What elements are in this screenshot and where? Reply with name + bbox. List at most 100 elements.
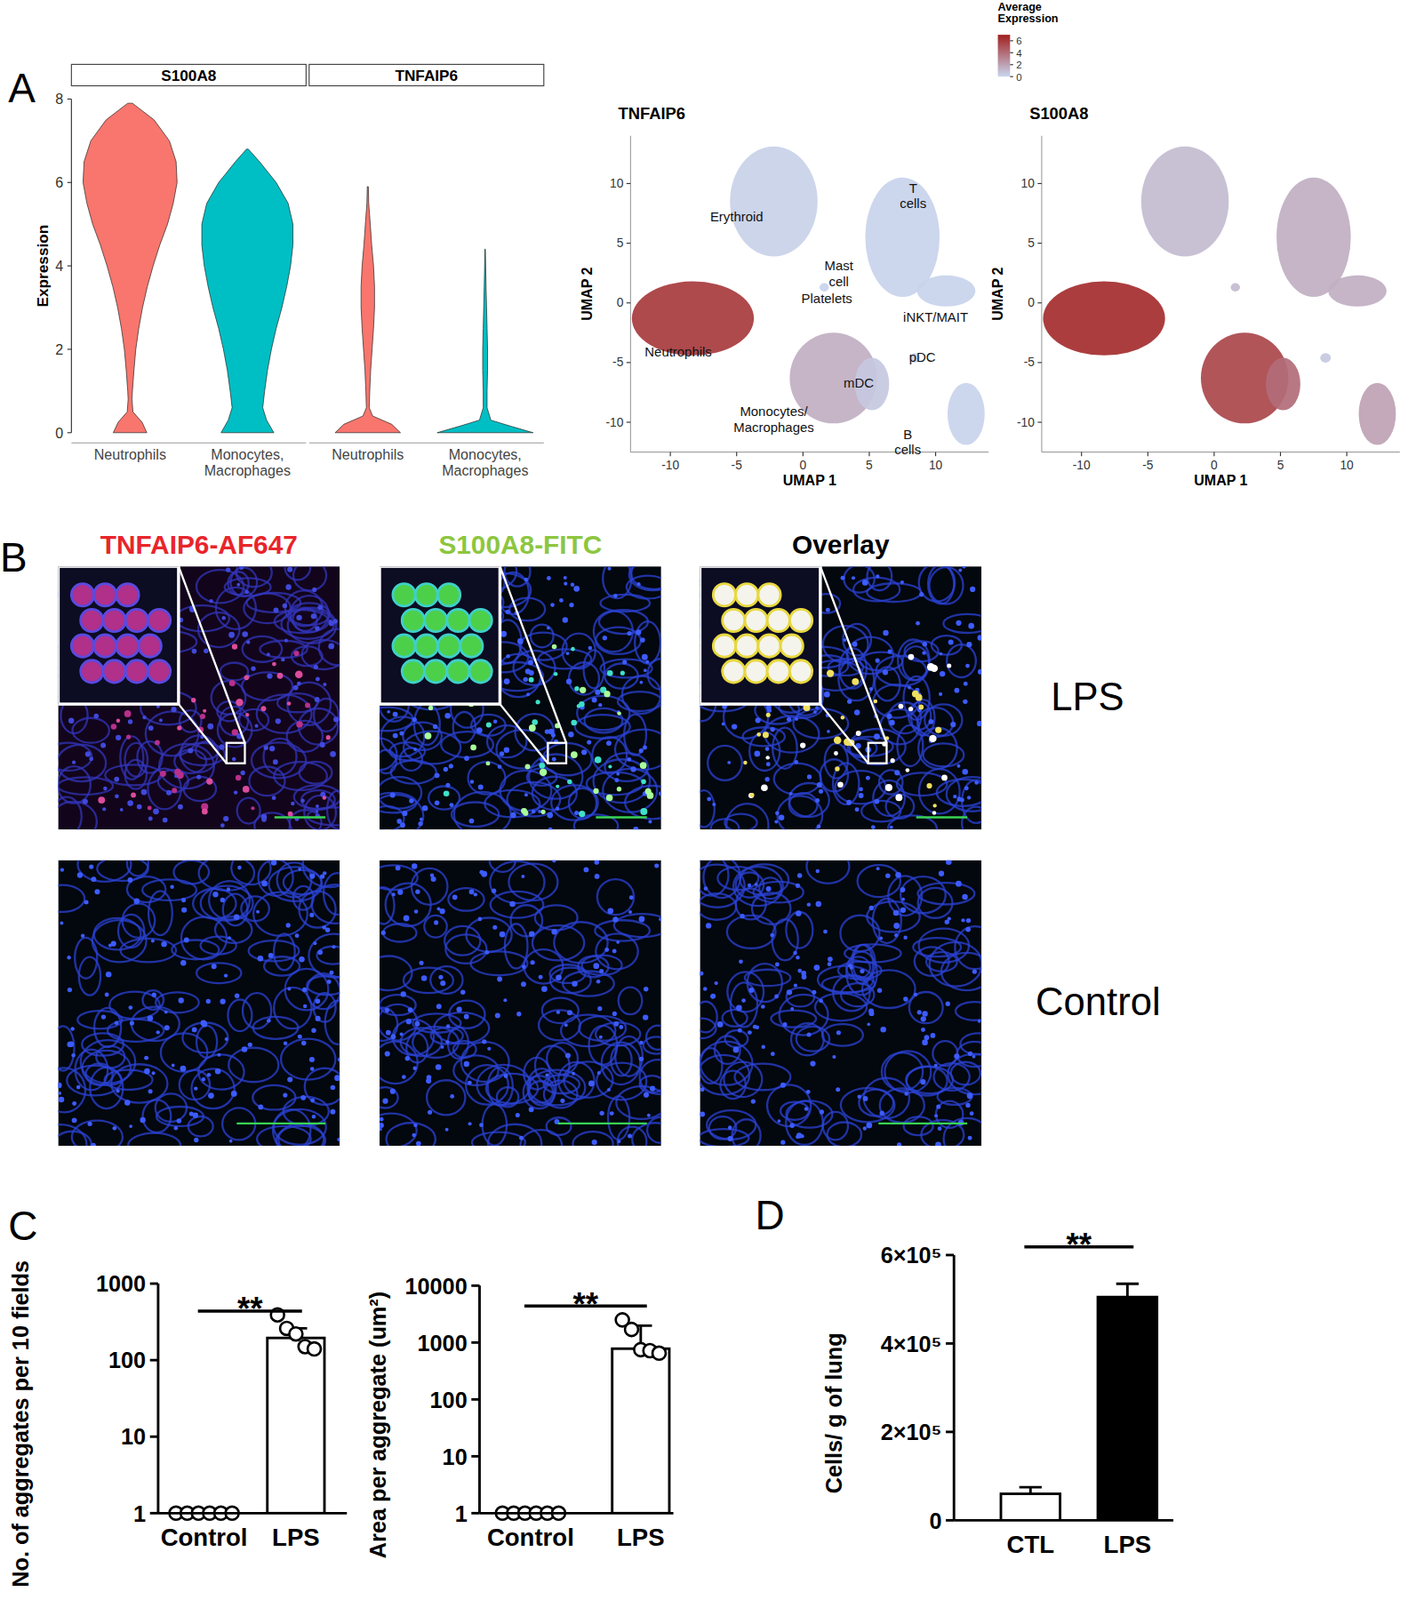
- nucleus: [962, 699, 968, 704]
- nucleus: [567, 1009, 573, 1016]
- colorbar-tick-label: 4: [1016, 48, 1023, 59]
- tissue: [253, 892, 308, 936]
- nucleus: [869, 905, 874, 911]
- nucleus: [164, 1024, 170, 1031]
- stained-cell: [531, 719, 538, 726]
- colorbar-tick: [1009, 52, 1013, 54]
- nucleus: [819, 1109, 824, 1114]
- y-tick-label: 8: [55, 90, 64, 107]
- nucleus: [286, 923, 290, 928]
- nucleus: [321, 925, 327, 930]
- nucleus: [445, 783, 450, 788]
- nucleus: [504, 678, 511, 685]
- nucleus: [915, 621, 920, 626]
- stained-cell: [486, 760, 491, 766]
- stained-cell: [834, 766, 840, 771]
- nucleus: [766, 761, 771, 767]
- nucleus: [509, 901, 516, 908]
- nucleus: [780, 1139, 785, 1144]
- nucleus: [111, 941, 117, 947]
- x-tick: [1080, 452, 1082, 457]
- nucleus: [767, 708, 772, 713]
- inset-cell: [401, 608, 424, 632]
- nucleus: [526, 692, 530, 696]
- nucleus: [967, 795, 971, 800]
- nucleus: [863, 1126, 867, 1130]
- stained-cell: [486, 721, 492, 728]
- nucleus: [434, 800, 440, 806]
- nucleus: [965, 664, 970, 669]
- tissue: [572, 1131, 613, 1146]
- stained-cell: [766, 712, 771, 718]
- nucleus: [901, 897, 905, 902]
- tissue: [550, 964, 586, 984]
- nucleus: [816, 869, 820, 873]
- nucleus: [882, 630, 888, 636]
- nucleus: [835, 1087, 840, 1092]
- nucleus: [241, 1046, 248, 1053]
- y-tick: [150, 1359, 159, 1362]
- nucleus: [568, 731, 574, 737]
- stained-cell: [620, 671, 625, 676]
- tissue: [496, 1087, 519, 1107]
- nucleus: [643, 986, 648, 992]
- violin: [437, 248, 534, 432]
- nucleus: [934, 1113, 938, 1118]
- nucleus: [852, 641, 858, 648]
- nucleus: [731, 723, 737, 729]
- tissue: [392, 1019, 434, 1056]
- y-tick: [626, 242, 632, 244]
- nucleus: [599, 968, 604, 974]
- nucleus: [609, 1111, 615, 1116]
- x-axis-label: UMAP 1: [783, 472, 837, 488]
- nucleus: [612, 916, 618, 922]
- inset-cell: [392, 634, 416, 657]
- inset-connector: [499, 704, 548, 764]
- tissue: [786, 1100, 833, 1128]
- y-axis: [156, 1283, 160, 1513]
- nucleus: [528, 1106, 535, 1112]
- nucleus: [282, 1093, 288, 1098]
- nucleus: [211, 963, 217, 969]
- stained-cell: [941, 775, 948, 782]
- nucleus: [127, 877, 133, 883]
- nucleus: [789, 1123, 794, 1128]
- nucleus: [930, 1032, 936, 1039]
- nucleus: [546, 576, 552, 581]
- stained-cell: [935, 727, 942, 734]
- nucleus: [658, 917, 662, 921]
- tissue: [196, 962, 241, 984]
- y-tick: [626, 183, 632, 184]
- nucleus: [954, 688, 960, 694]
- nucleus: [654, 864, 659, 869]
- micrograph: [57, 860, 340, 1146]
- nucleus: [921, 1010, 928, 1016]
- tissue: [500, 770, 552, 811]
- cluster: [917, 275, 976, 307]
- nucleus: [614, 777, 619, 783]
- nucleus: [446, 1024, 450, 1028]
- nucleus: [516, 1011, 521, 1016]
- tissue: [196, 1025, 217, 1058]
- cluster: [1359, 383, 1397, 446]
- stained-cell: [570, 647, 576, 652]
- nucleus: [379, 1128, 383, 1132]
- tissue: [703, 860, 740, 898]
- stained-cell: [616, 786, 622, 792]
- stained-cell: [908, 706, 913, 712]
- scale-bar: [916, 816, 968, 818]
- nucleus: [899, 887, 905, 893]
- nucleus: [337, 1057, 340, 1062]
- tissue: [602, 566, 632, 599]
- nucleus: [823, 929, 828, 935]
- figure: ABCDS100A802468ExpressionNeutrophilsMono…: [0, 0, 1408, 1600]
- nucleus: [309, 872, 315, 879]
- cluster-label: pDC: [909, 349, 936, 365]
- nucleus: [952, 794, 957, 799]
- tissue: [595, 933, 638, 969]
- tissue: [614, 913, 662, 937]
- nucleus: [859, 968, 864, 974]
- plot-area: [267, 1328, 325, 1513]
- nucleus: [295, 933, 300, 938]
- nucleus: [964, 785, 969, 791]
